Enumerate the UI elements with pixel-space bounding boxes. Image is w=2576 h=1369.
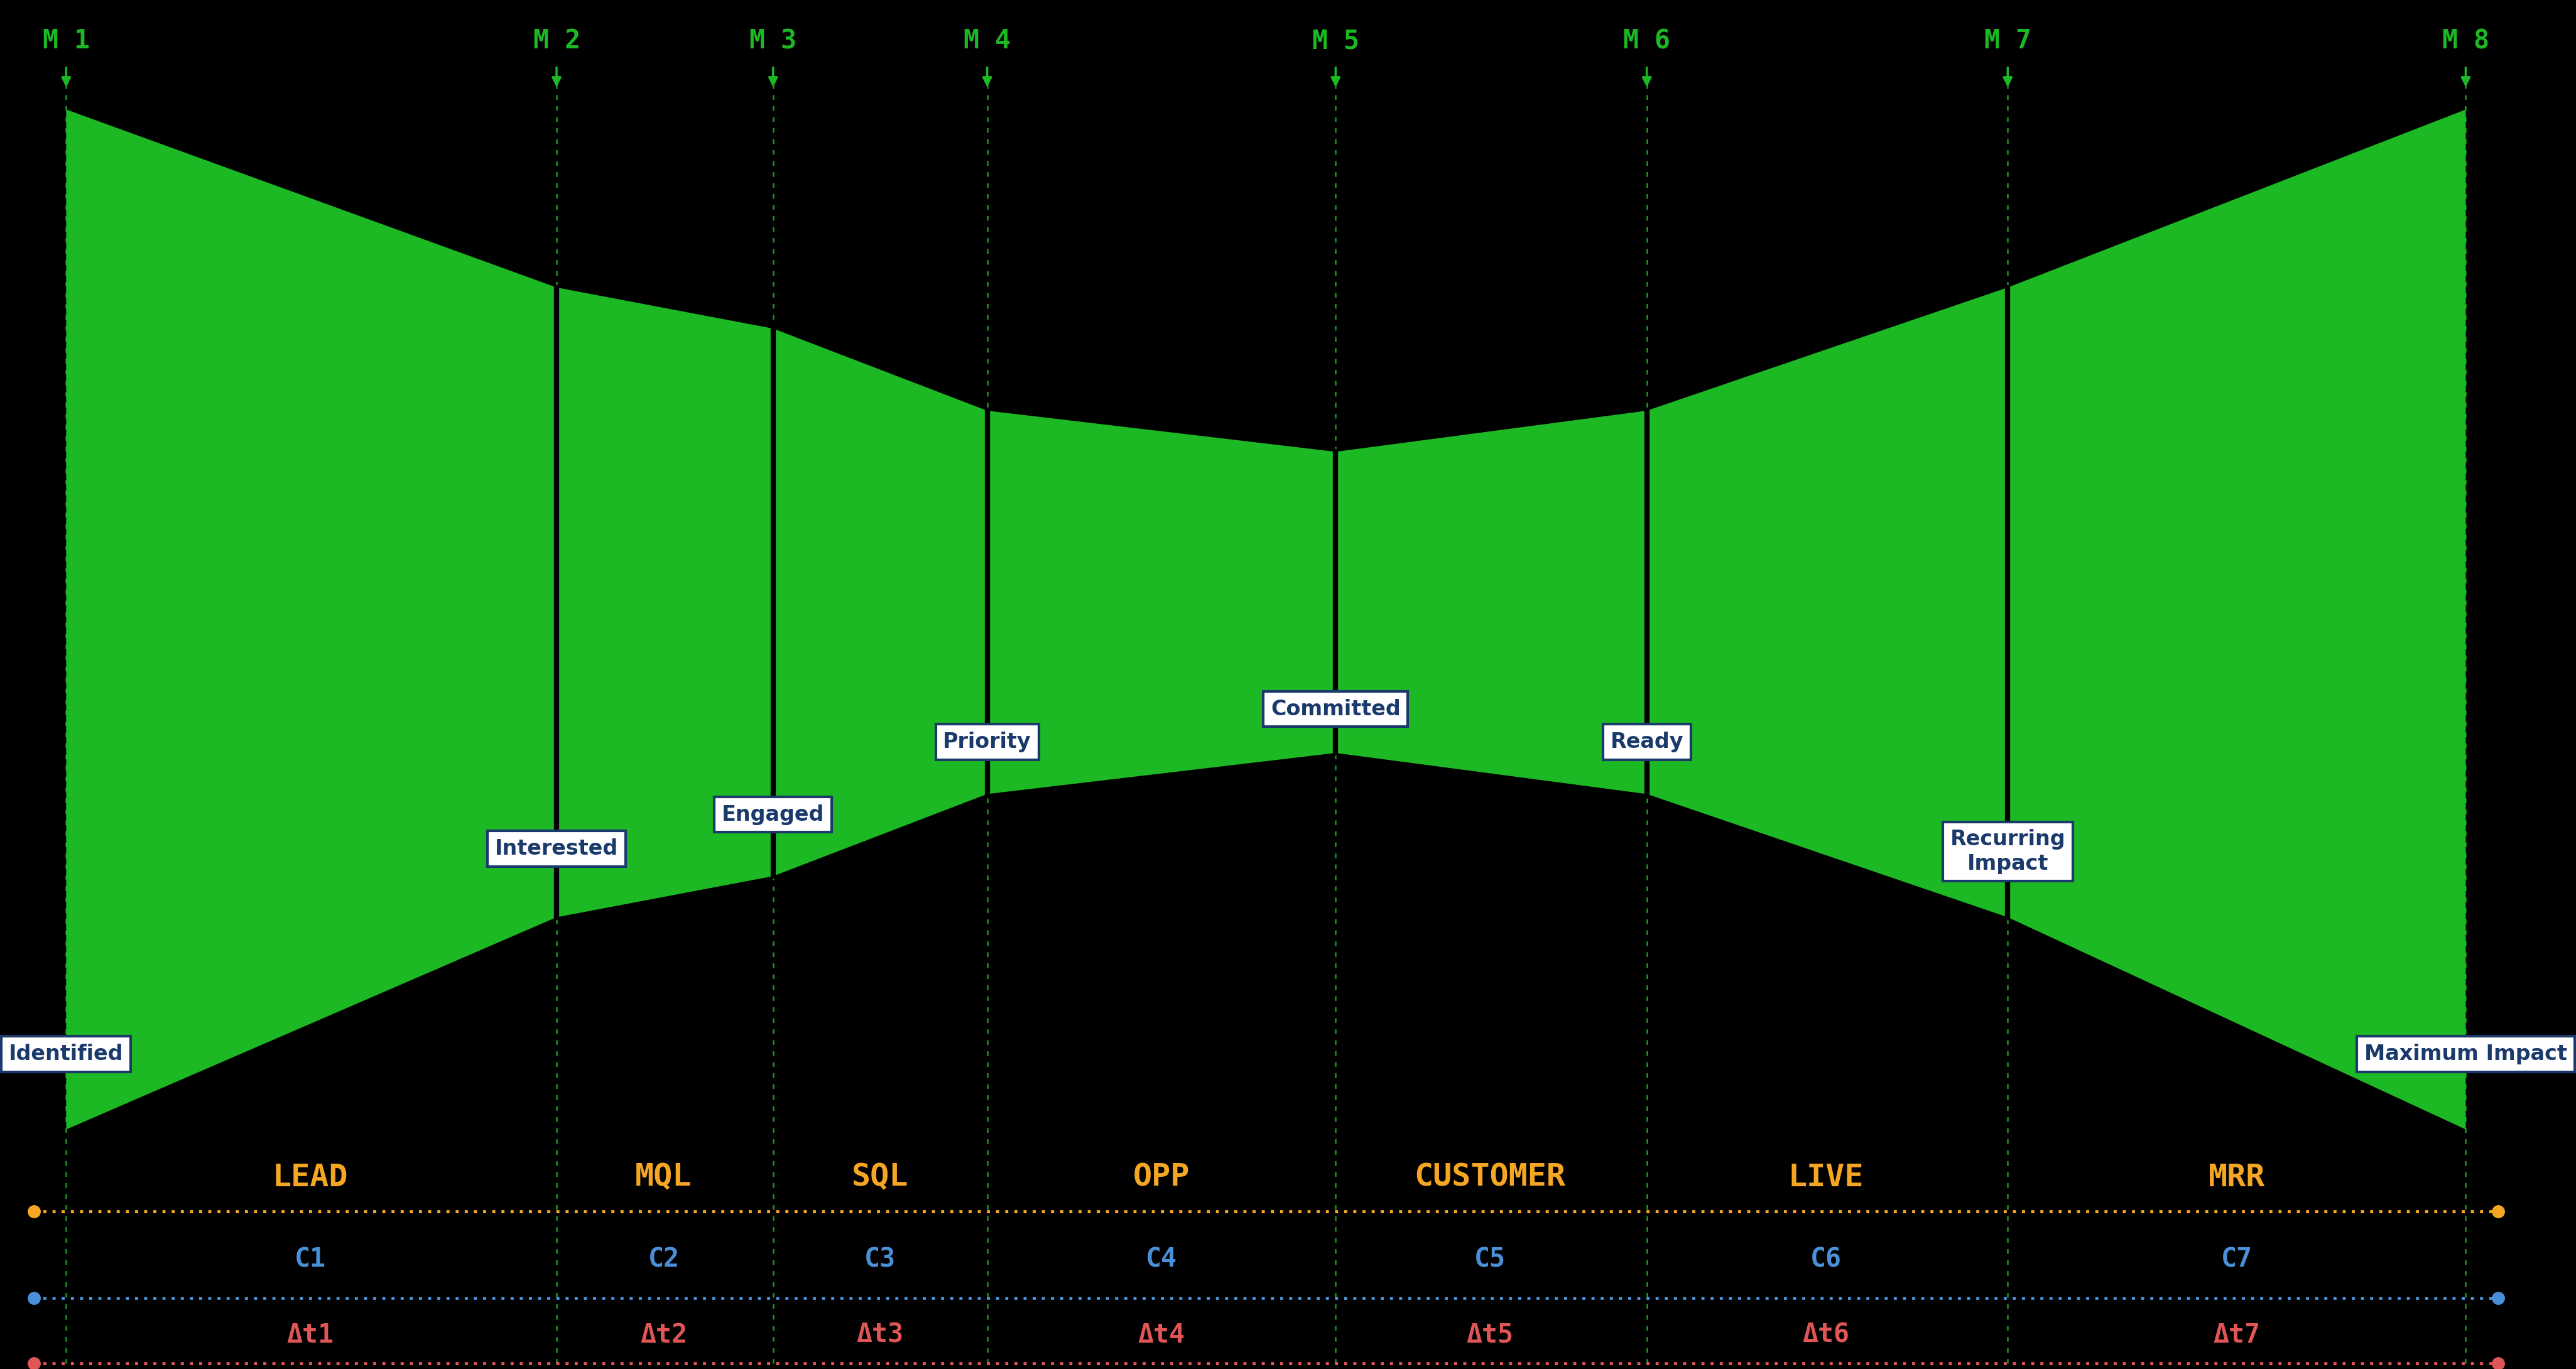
Polygon shape — [67, 110, 556, 1129]
Text: M 3: M 3 — [750, 27, 796, 55]
Text: Δt5: Δt5 — [1466, 1321, 1515, 1348]
Text: C4: C4 — [1146, 1246, 1177, 1273]
Text: Committed: Committed — [1270, 698, 1401, 720]
Polygon shape — [1334, 411, 1646, 794]
Text: CUSTOMER: CUSTOMER — [1414, 1162, 1566, 1192]
Text: C5: C5 — [1473, 1246, 1507, 1273]
Text: Priority: Priority — [943, 731, 1030, 753]
Polygon shape — [773, 329, 987, 876]
Text: Interested: Interested — [495, 838, 618, 860]
Text: MRR: MRR — [2208, 1162, 2264, 1192]
Text: Δt6: Δt6 — [1803, 1321, 1850, 1348]
Text: Engaged: Engaged — [721, 804, 824, 826]
Text: Identified: Identified — [8, 1043, 124, 1065]
Text: SQL: SQL — [853, 1162, 909, 1192]
Text: Δt3: Δt3 — [858, 1321, 904, 1348]
Polygon shape — [2007, 110, 2465, 1129]
Text: LEAD: LEAD — [273, 1162, 348, 1192]
Text: M 6: M 6 — [1623, 27, 1669, 55]
Text: C6: C6 — [1811, 1246, 1842, 1273]
Text: Δt1: Δt1 — [286, 1321, 335, 1348]
Text: Δt4: Δt4 — [1139, 1321, 1185, 1348]
Text: LIVE: LIVE — [1788, 1162, 1865, 1192]
Text: M 7: M 7 — [1984, 27, 2032, 55]
Text: M 2: M 2 — [533, 27, 580, 55]
Text: C3: C3 — [866, 1246, 896, 1273]
Text: M 8: M 8 — [2442, 27, 2488, 55]
Polygon shape — [1646, 287, 2007, 917]
Text: C7: C7 — [2221, 1246, 2251, 1273]
Text: M 5: M 5 — [1311, 27, 1360, 55]
Text: M 1: M 1 — [44, 27, 90, 55]
Text: Maximum Impact: Maximum Impact — [2365, 1043, 2568, 1065]
Text: Δt2: Δt2 — [639, 1321, 688, 1348]
Text: Δt7: Δt7 — [2213, 1321, 2259, 1348]
Text: Ready: Ready — [1610, 731, 1682, 753]
Text: M 4: M 4 — [963, 27, 1010, 55]
Text: C2: C2 — [649, 1246, 680, 1273]
Polygon shape — [556, 287, 773, 917]
Polygon shape — [987, 411, 1334, 794]
Text: C1: C1 — [294, 1246, 325, 1273]
Text: OPP: OPP — [1133, 1162, 1190, 1192]
Text: Recurring
Impact: Recurring Impact — [1950, 830, 2066, 873]
Text: MQL: MQL — [636, 1162, 693, 1192]
